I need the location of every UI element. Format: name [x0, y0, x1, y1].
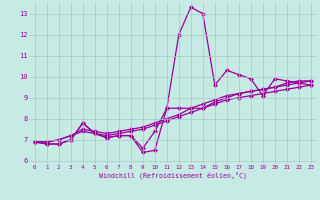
X-axis label: Windchill (Refroidissement éolien,°C): Windchill (Refroidissement éolien,°C)	[99, 171, 247, 179]
